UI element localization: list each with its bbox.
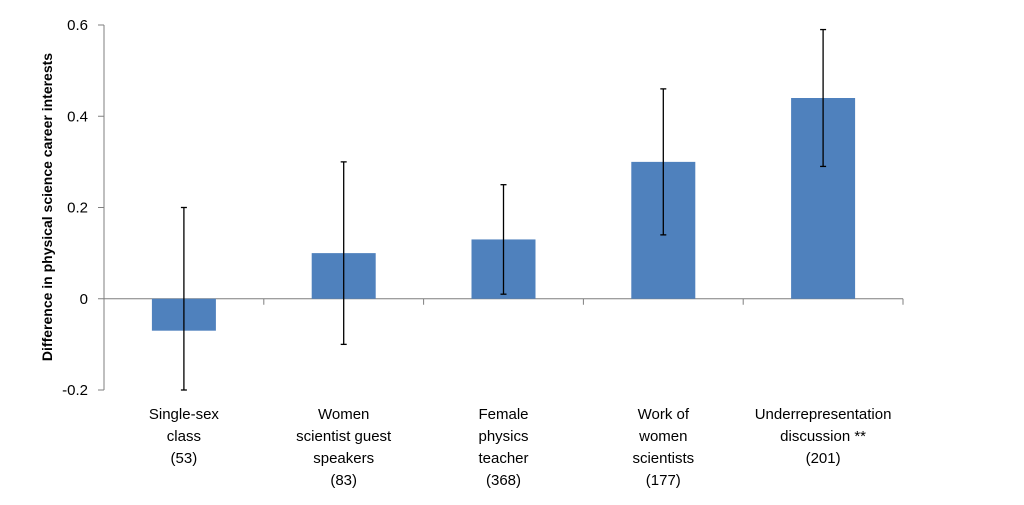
- x-category-label: Work of women scientists (177): [632, 406, 694, 489]
- x-category-label-line: (368): [486, 472, 521, 489]
- x-category-label-line: teacher: [478, 450, 528, 467]
- y-tick-label: -0.2: [62, 382, 88, 399]
- x-category-label-line: speakers: [313, 450, 374, 467]
- x-category-label-line: Work of: [638, 406, 690, 423]
- x-category-label: Single-sex class (53): [149, 406, 220, 467]
- x-category-label-line: (201): [806, 450, 841, 467]
- x-category-label-line: (83): [330, 472, 357, 489]
- y-axis-title: Difference in physical science career in…: [39, 53, 55, 361]
- x-category-label-line: scientist guest: [296, 428, 392, 445]
- x-category-label-line: scientists: [632, 450, 694, 467]
- x-category-label-line: discussion **: [780, 428, 866, 445]
- x-category-label-line: (177): [646, 472, 681, 489]
- y-tick-label: 0: [80, 291, 88, 308]
- x-category-label-line: women: [638, 428, 687, 445]
- x-category-label-line: physics: [478, 428, 528, 445]
- y-axis: -0.2 0 0.2 0.4 0.6: [62, 17, 105, 399]
- x-category-label: Women scientist guest speakers (83): [296, 406, 392, 489]
- x-axis: [103, 298, 904, 305]
- y-tick-label: 0.6: [67, 17, 88, 34]
- x-category-label-line: Women: [318, 406, 369, 423]
- x-category-label: Underrepresentation discussion ** (201): [755, 406, 892, 467]
- x-category-label-line: Underrepresentation: [755, 406, 892, 423]
- x-category-label-line: Female: [478, 406, 528, 423]
- x-category-label-line: (53): [171, 450, 198, 467]
- x-category-label-line: class: [167, 428, 201, 445]
- y-tick-label: 0.2: [67, 200, 88, 217]
- x-category-label-line: Single-sex: [149, 406, 220, 423]
- y-tick-label: 0.4: [67, 108, 88, 125]
- x-category-label: Female physics teacher (368): [478, 406, 528, 489]
- error-bars: [180, 28, 827, 391]
- category-labels: Single-sex class (53) Women scientist guest s…: [149, 406, 892, 489]
